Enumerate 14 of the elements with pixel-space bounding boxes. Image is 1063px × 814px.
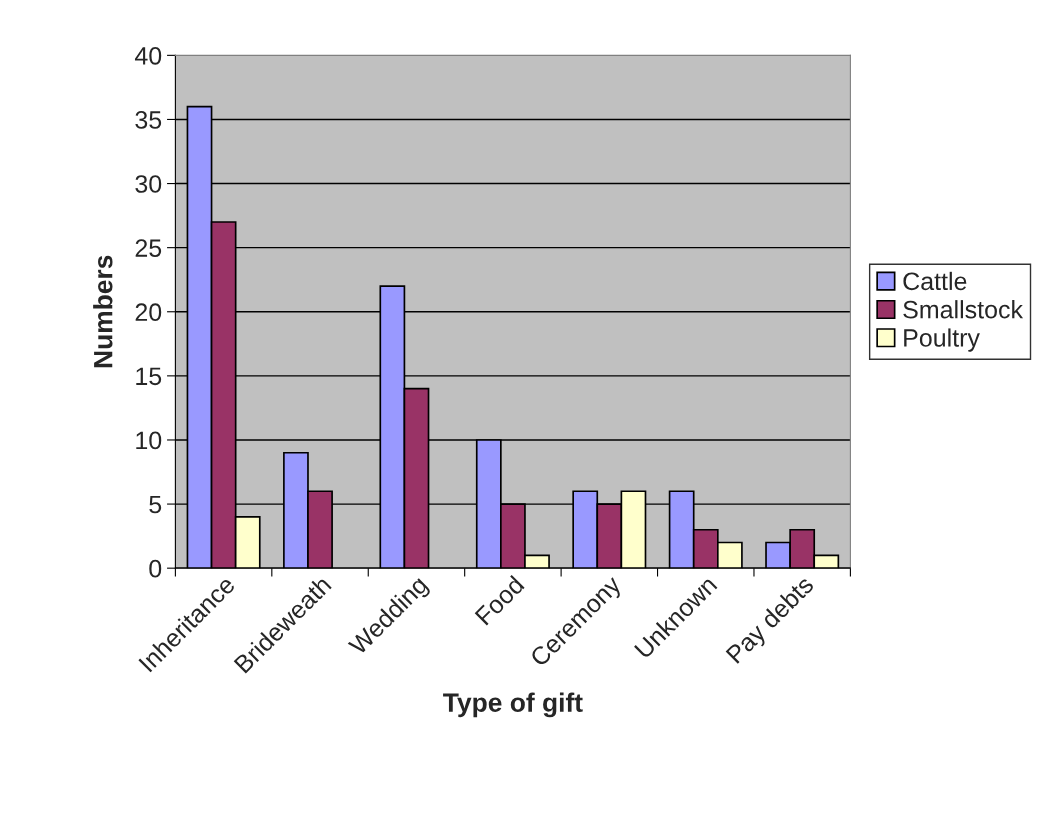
y-tick-label: 0 [149,559,162,578]
y-tick-label: 35 [135,111,162,129]
legend-label: Poultry [904,328,980,352]
y-tick-label: 10 [136,431,162,450]
y-tick-label: 40 [134,46,162,65]
legend-label: Smallstock [903,300,1024,319]
y-tick-label: 25 [135,239,162,257]
y-tick-label: 5 [149,495,162,514]
legend-label: Cattle [903,271,967,291]
x-axis-title: Type of gift [443,692,583,718]
y-tick-label: 20 [135,303,162,322]
y-axis-title: Numbers [93,255,113,368]
y-tick-label: 30 [135,175,162,193]
y-tick-label: 15 [136,367,162,386]
